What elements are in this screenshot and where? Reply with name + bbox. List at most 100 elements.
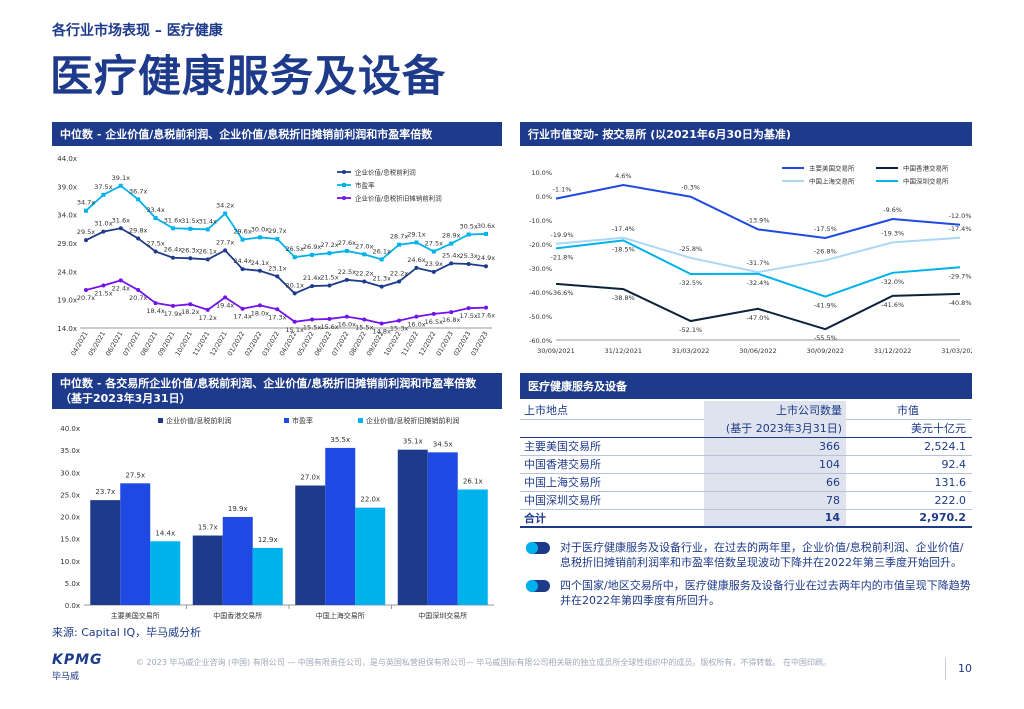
commentary-item: 对于医疗健康服务及设备行业，在过去的两年里，企业价值/息税前利润、企业价值/息税… (526, 540, 972, 570)
data-label: -41.9% (814, 302, 837, 310)
data-point (188, 256, 193, 261)
y-tick-label: 19.0x (57, 297, 77, 305)
data-label: 17.2x (199, 314, 217, 322)
table-cell-name: 主要美国交易所 (520, 437, 704, 456)
data-label: 25.3x (459, 252, 477, 260)
data-label: 15.3x (390, 325, 408, 333)
data-point (397, 242, 402, 247)
data-point (414, 314, 419, 319)
data-point (188, 302, 193, 307)
data-point (431, 249, 436, 254)
panel-exchange-multiples-header: 中位数 - 各交易所企业价值/息税前利润、企业价值/息税折旧摊销前利润和市盈率倍… (52, 373, 502, 409)
data-label: -12.0% (949, 212, 972, 220)
x-tick-label: 31/03/2022 (672, 347, 709, 355)
data-label: -21.8% (551, 253, 574, 261)
bar (252, 547, 283, 605)
bar (222, 516, 253, 605)
data-point (170, 303, 175, 308)
table-cell-value: 131.6 (846, 473, 972, 492)
data-point (170, 255, 175, 260)
data-label: -47.0% (747, 314, 770, 322)
data-label: -38.8% (612, 294, 635, 302)
bar (427, 452, 458, 605)
data-point (136, 197, 141, 202)
table-cell-value: 92.4 (846, 455, 972, 474)
data-point (362, 317, 367, 322)
bar (325, 447, 356, 605)
table-cell-count: 366 (704, 437, 846, 456)
data-label: 21.5x (320, 274, 338, 282)
data-label: 24.9x (477, 254, 495, 262)
x-tick-label: 31/12/2021 (605, 347, 642, 355)
panel-multiples-trend-title: 中位数 - 企业价值/息税前利润、企业价值/息税折旧摊销前利润和市盈率倍数 (60, 127, 433, 141)
series-line (85, 184, 487, 261)
commentary-item: 四个国家/地区交易所中，医疗健康服务及设备行业在过去两年内的市值呈现下降趋势并在… (526, 578, 972, 608)
data-label: 29.7x (268, 227, 286, 235)
data-label: 4.6% (615, 172, 632, 180)
table-header-row-2: (基于 2023年3月31日) 美元十亿元 (520, 419, 972, 438)
data-label: 30.6x (477, 222, 495, 230)
data-point (118, 278, 123, 283)
legend-label: 市盈率 (355, 181, 375, 190)
table-total-name: 合计 (520, 508, 704, 528)
data-point (344, 248, 349, 253)
data-point (275, 237, 280, 242)
data-label: -25.8% (679, 245, 702, 253)
data-point (101, 192, 106, 197)
data-point (431, 269, 436, 274)
y-tick-label: 25.0x (60, 491, 80, 499)
data-point (466, 306, 471, 311)
table-row: 中国上海交易所 66 131.6 (520, 473, 972, 492)
data-point (484, 305, 488, 310)
data-label: -31.7% (747, 259, 770, 267)
data-label: 33.4x (146, 206, 164, 214)
y-tick-label: 35.0x (60, 447, 80, 455)
data-label: 21.3x (372, 275, 390, 283)
data-label: 34.5x (433, 440, 453, 448)
y-tick-label: 40.0x (60, 425, 80, 433)
data-label: 28.7x (390, 233, 408, 241)
data-point (449, 241, 454, 246)
data-point (344, 277, 349, 282)
data-label: 27.6x (338, 239, 356, 247)
data-label: 22.4x (112, 284, 130, 292)
data-point (240, 306, 245, 311)
data-point (414, 240, 419, 245)
table-cell-value: 2,524.1 (846, 437, 972, 456)
multiples-trend-chart: 14.0x19.0x24.0x29.0x34.0x39.0x44.0x04/20… (57, 155, 495, 357)
data-label: 29.1x (407, 230, 425, 238)
data-point (223, 295, 228, 300)
data-point (275, 274, 280, 279)
data-label: 17.5x (459, 312, 477, 320)
data-point (379, 321, 384, 326)
data-label: 17.4x (233, 313, 251, 321)
data-label: 20.1x (286, 281, 304, 289)
data-label: 18.2x (181, 308, 199, 316)
data-point (449, 261, 454, 266)
data-point (484, 264, 488, 269)
y-tick-label: -50.0% (529, 313, 552, 321)
table-head-location: 上市地点 (520, 401, 704, 420)
data-label: -17.4% (949, 225, 972, 233)
data-label: 30.5x (459, 223, 477, 231)
y-tick-label: 30.0x (60, 469, 80, 477)
commentary-text: 四个国家/地区交易所中，医疗健康服务及设备行业在过去两年内的市值呈现下降趋势并在… (560, 579, 971, 607)
table-total-row: 合计 14 2,970.2 (520, 508, 972, 528)
data-label: -55.5% (814, 334, 837, 342)
data-label: 16.0x (407, 321, 425, 329)
y-tick-label: 24.0x (57, 268, 77, 276)
data-point (118, 226, 123, 231)
data-label: 23.1x (268, 264, 286, 272)
data-point (327, 251, 332, 256)
data-label: -32.4% (747, 279, 770, 287)
panel-market-cap-change-title: 行业市值变动- 按交易所 (以2021年6月30日为基准) (528, 127, 791, 141)
table-head-count-sub: (基于 2023年3月31日) (704, 419, 846, 438)
data-label: 14.8x (372, 327, 390, 335)
legend-label: 企业价值/息税前利润 (166, 416, 231, 425)
data-label: 15.5x (303, 324, 321, 332)
data-label: 19.4x (216, 301, 234, 309)
x-tick-label: 31/12/2022 (874, 347, 911, 355)
y-tick-label: 15.0x (60, 536, 80, 544)
data-label: 29.5x (77, 228, 95, 236)
legend-swatch (358, 418, 363, 423)
